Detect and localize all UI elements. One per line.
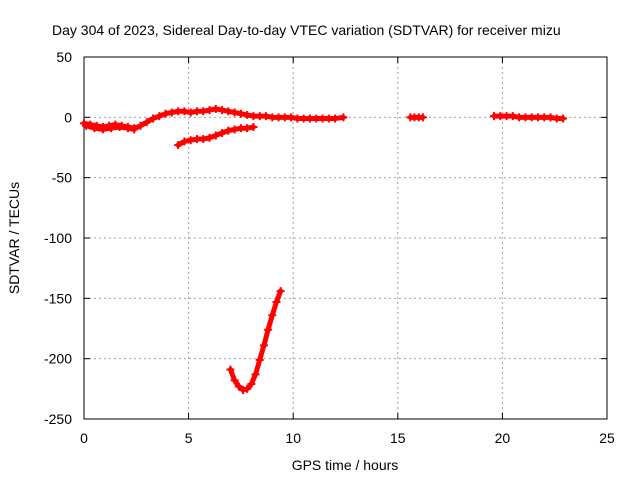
data-point — [230, 125, 239, 134]
data-point — [98, 125, 107, 134]
y-tick-label: -200 — [44, 351, 72, 367]
data-point — [180, 137, 189, 146]
data-point — [174, 141, 183, 150]
data-point — [155, 112, 164, 121]
data-point — [559, 114, 568, 123]
data-point — [264, 325, 273, 334]
x-tick-label: 5 — [185, 430, 193, 446]
data-point — [272, 297, 281, 306]
data-point — [247, 380, 256, 389]
x-axis-label: GPS time / hours — [292, 457, 399, 473]
data-point — [161, 109, 170, 118]
data-point — [224, 126, 233, 135]
x-tick-label: 10 — [285, 430, 301, 446]
data-point — [508, 112, 517, 121]
data-point — [224, 107, 233, 116]
data-point — [238, 386, 247, 395]
data-point — [331, 114, 340, 123]
data-point — [339, 113, 348, 122]
data-point — [230, 108, 239, 117]
data-point — [107, 124, 116, 133]
data-point — [546, 113, 555, 122]
data-point — [180, 107, 189, 116]
data-point — [211, 131, 220, 140]
data-point — [218, 129, 227, 138]
x-tick-label: 0 — [80, 430, 88, 446]
data-point — [199, 135, 208, 144]
data-point — [251, 370, 260, 379]
data-point — [218, 106, 227, 115]
data-point — [287, 113, 296, 122]
data-series — [80, 104, 568, 395]
data-point — [149, 114, 158, 123]
data-point — [249, 122, 258, 131]
y-tick-label: -250 — [44, 411, 72, 427]
data-point — [262, 112, 271, 121]
data-point — [243, 110, 252, 119]
data-point — [136, 121, 145, 130]
data-point — [205, 106, 214, 115]
data-point — [186, 108, 195, 117]
data-point — [199, 107, 208, 116]
x-tick-label: 15 — [390, 430, 406, 446]
y-tick-label: 0 — [64, 109, 72, 125]
y-tick-label: 50 — [56, 49, 72, 65]
data-point — [142, 118, 151, 127]
axis-ticks: 0 5 10 15 20 25 -250 -200 -150 -100 -50 0 50 — [44, 49, 615, 446]
gridlines — [84, 57, 607, 419]
y-tick-label: -150 — [44, 290, 72, 306]
chart-title: Day 304 of 2023, Sidereal Day-to-day VTE… — [52, 22, 561, 38]
data-point — [236, 109, 245, 118]
data-point — [90, 124, 99, 133]
data-point — [259, 341, 268, 350]
data-point — [123, 124, 132, 133]
x-tick-label: 20 — [495, 430, 511, 446]
y-tick-label: -100 — [44, 230, 72, 246]
data-point — [115, 122, 124, 131]
data-point — [230, 376, 239, 385]
data-point — [418, 113, 427, 122]
y-axis-label: SDTVAR / TECUs — [6, 182, 22, 294]
data-point — [276, 287, 285, 296]
data-point — [82, 121, 91, 130]
data-point — [130, 125, 139, 134]
data-point — [205, 133, 214, 142]
data-point — [243, 384, 252, 393]
data-point — [234, 382, 243, 391]
data-point — [268, 311, 277, 320]
data-point — [255, 355, 264, 364]
data-point — [243, 124, 252, 133]
data-point — [226, 365, 235, 374]
data-point — [211, 104, 220, 113]
x-tick-label: 25 — [599, 430, 615, 446]
y-tick-label: -50 — [52, 170, 72, 186]
data-point — [186, 136, 195, 145]
data-point — [167, 108, 176, 117]
